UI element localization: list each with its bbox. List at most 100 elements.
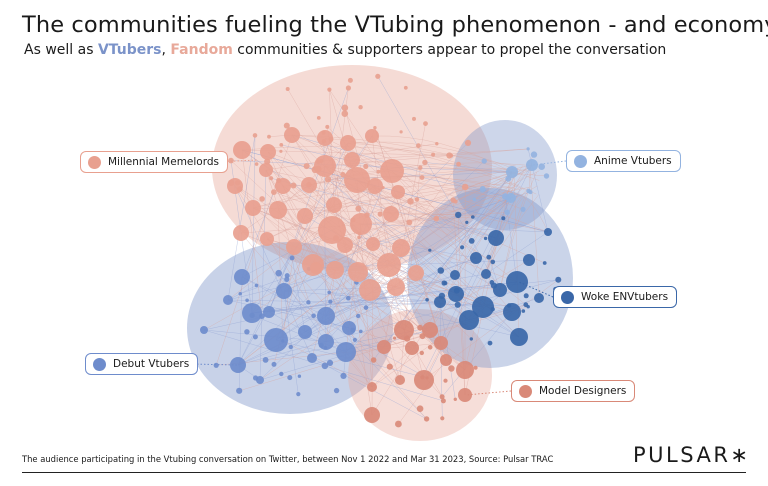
node-anime-small xyxy=(504,209,510,215)
node-designers-small xyxy=(427,345,433,350)
node-millennial-small xyxy=(377,211,383,217)
edge xyxy=(327,179,457,295)
node-debut xyxy=(336,342,356,362)
node-woke-small xyxy=(490,259,496,265)
node-millennial xyxy=(366,237,380,251)
node-debut xyxy=(263,306,275,318)
node-debut xyxy=(223,295,233,305)
node-debut-small xyxy=(311,313,316,319)
node-anime xyxy=(526,159,538,171)
node-millennial-small xyxy=(375,73,381,79)
node-designers-small xyxy=(473,365,478,370)
node-millennial-small xyxy=(464,139,472,146)
edge xyxy=(227,299,510,306)
edge xyxy=(240,232,373,388)
edge xyxy=(230,160,513,173)
node-millennial-small xyxy=(341,110,349,117)
node-debut xyxy=(298,325,312,339)
node-woke-small xyxy=(489,280,495,285)
node-millennial-small xyxy=(456,161,461,167)
node-debut-small xyxy=(236,387,243,394)
node-millennial xyxy=(392,239,410,257)
node-debut xyxy=(234,269,250,285)
label-anime-vtubers: Anime Vtubers xyxy=(566,150,681,172)
node-millennial xyxy=(383,206,399,222)
node-millennial xyxy=(233,141,251,159)
node-designers xyxy=(377,340,391,354)
node-millennial xyxy=(259,163,273,177)
edge xyxy=(324,137,393,172)
node-millennial-small xyxy=(355,205,362,212)
node-millennial xyxy=(286,239,302,255)
label-millennial-memelords: Millennial Memelords xyxy=(80,151,229,173)
node-woke xyxy=(481,269,491,279)
node-debut xyxy=(276,283,292,299)
node-millennial-small xyxy=(431,152,436,157)
node-debut-small xyxy=(244,329,250,335)
edge-arc xyxy=(403,176,524,331)
node-anime-small xyxy=(530,151,538,158)
node-woke xyxy=(506,271,528,293)
node-woke-small xyxy=(555,276,562,283)
node-debut-small xyxy=(245,298,249,303)
node-debut-small xyxy=(271,361,277,367)
node-millennial xyxy=(301,177,317,193)
node-anime xyxy=(506,166,518,178)
edge-arc xyxy=(371,135,512,172)
node-millennial-small xyxy=(407,198,414,205)
edge-arc xyxy=(499,172,537,291)
node-designers xyxy=(364,407,380,423)
node-woke-small xyxy=(526,305,530,309)
node-designers-small xyxy=(386,363,393,370)
subtitle-vtubers-highlight: VTubers xyxy=(97,42,162,58)
edge-arc xyxy=(356,175,519,195)
page-title: The communities fueling the VTubing phen… xyxy=(22,12,768,38)
node-woke-small xyxy=(468,238,475,244)
node-millennial-small xyxy=(341,104,349,112)
label-woke-text: Woke ENVtubers xyxy=(581,291,669,303)
edge-arc xyxy=(347,142,537,195)
node-millennial-small xyxy=(406,219,413,226)
edge xyxy=(241,276,428,379)
edge xyxy=(251,299,428,314)
node-millennial-small xyxy=(419,175,425,180)
node-woke-small xyxy=(486,254,492,260)
node-millennial xyxy=(310,262,322,274)
node-anime xyxy=(506,193,516,203)
subtitle-suffix: communities & supporters appear to prope… xyxy=(232,42,667,58)
node-designers xyxy=(458,388,472,402)
node-debut-small xyxy=(288,344,293,350)
edge xyxy=(429,250,520,338)
node-millennial xyxy=(245,200,261,216)
node-millennial-small xyxy=(357,235,361,240)
node-millennial-small xyxy=(340,171,346,178)
node-anime-small xyxy=(520,206,526,212)
edge xyxy=(398,359,447,425)
node-millennial-small xyxy=(376,169,381,174)
node-debut-small xyxy=(306,300,311,305)
node-woke-small xyxy=(465,220,469,224)
node-woke-small xyxy=(455,211,462,219)
node-anime-small xyxy=(479,186,486,192)
node-millennial-small xyxy=(271,189,277,196)
node-designers-small xyxy=(440,416,445,421)
node-woke-small xyxy=(471,215,475,219)
node-woke-small xyxy=(441,280,447,286)
node-millennial xyxy=(297,208,313,224)
label-model-designers: Model Designers xyxy=(511,380,636,402)
node-woke-small xyxy=(487,340,493,346)
node-debut xyxy=(200,326,208,334)
legend-dot-millennial xyxy=(88,155,101,169)
edge xyxy=(324,137,401,381)
node-debut-small xyxy=(275,269,283,277)
node-millennial-small xyxy=(433,215,440,222)
edge-arc xyxy=(308,176,516,189)
node-designers-small xyxy=(439,394,445,400)
node-designers xyxy=(405,341,419,355)
edge xyxy=(291,134,549,233)
node-anime-small xyxy=(538,163,545,170)
node-millennial-small xyxy=(399,130,403,134)
edge-arc xyxy=(485,192,528,275)
edge xyxy=(216,342,442,366)
node-millennial-small xyxy=(252,133,258,138)
